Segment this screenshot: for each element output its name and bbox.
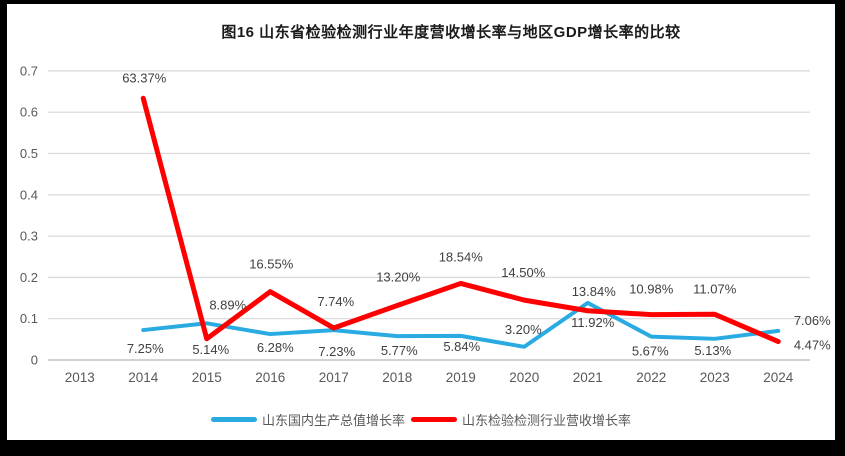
data-label: 5.67%	[632, 344, 669, 359]
x-axis-label: 2016	[255, 370, 285, 385]
x-axis-label: 2021	[573, 370, 603, 385]
legend-item-gdp: 山东国内生产总值增长率	[210, 410, 405, 429]
revenue-line-legend-icon	[411, 417, 457, 422]
legend-label-revenue: 山东检验检测行业营收增长率	[462, 413, 632, 428]
data-label: 5.13%	[694, 343, 731, 358]
x-axis-label: 2023	[700, 370, 730, 385]
y-tick-label: 0.5	[20, 146, 38, 161]
x-axis-label: 2017	[319, 370, 349, 385]
data-label: 10.98%	[629, 282, 674, 297]
data-label: 7.25%	[127, 341, 164, 356]
x-axis-label: 2018	[382, 370, 412, 385]
series-line-1	[140, 95, 781, 345]
y-tick-label: 0.3	[20, 229, 38, 244]
gdp-line-legend-icon	[210, 417, 257, 422]
y-tick-label: 0.4	[20, 187, 38, 202]
series-line-0	[141, 300, 781, 349]
data-label: 13.84%	[572, 284, 617, 299]
data-label: 5.77%	[381, 343, 418, 358]
y-tick-label: 0.2	[20, 270, 38, 285]
x-axis-label: 2022	[636, 370, 666, 385]
chart-title: 图16 山东省检验检测行业年度营收增长率与地区GDP增长率的比较	[221, 24, 681, 41]
x-axis-label: 2019	[446, 370, 476, 385]
data-label: 7.74%	[317, 294, 354, 309]
data-label: 7.23%	[318, 344, 355, 359]
data-label: 11.07%	[693, 281, 737, 296]
y-tick-label: 0.1	[20, 311, 38, 326]
legend-label-gdp: 山东国内生产总值增长率	[261, 413, 405, 428]
data-label: 11.92%	[571, 315, 615, 330]
data-label: 16.55%	[249, 257, 294, 272]
data-label: 7.06%	[794, 313, 831, 328]
y-tick-label: 0.7	[20, 63, 38, 78]
data-label: 5.84%	[443, 339, 480, 354]
data-label: 14.50%	[501, 265, 546, 280]
data-label: 8.89%	[209, 297, 246, 312]
plot-svg: 0 0.1 0.2 0.3 0.4 0.5 0.6 0.7 2013 2014 2015 2016 20…	[20, 63, 831, 385]
y-tick-label: 0.6	[20, 105, 38, 120]
y-tick-label: 0	[31, 353, 38, 368]
x-axis-label: 2014	[128, 370, 159, 385]
x-axis-label: 2020	[509, 370, 539, 385]
x-axis-label: 2013	[65, 370, 95, 385]
data-label: 3.20%	[505, 322, 542, 337]
data-label: 13.20%	[376, 269, 421, 284]
x-axis-label: 2024	[763, 370, 794, 385]
data-label: 5.14%	[192, 342, 229, 357]
chart-legend: 山东国内生产总值增长率 山东检验检测行业营收增长率	[7, 410, 835, 429]
x-axis-label: 2015	[192, 370, 222, 385]
data-label: 18.54%	[439, 249, 484, 264]
chart-area: 图16 山东省检验检测行业年度营收增长率与地区GDP增长率的比较 0 0.1 0.2…	[7, 4, 835, 440]
data-label: 6.28%	[257, 340, 294, 355]
legend-item-revenue: 山东检验检测行业营收增长率	[411, 410, 631, 429]
data-label: 63.37%	[122, 70, 167, 85]
data-label: 4.47%	[794, 338, 831, 353]
